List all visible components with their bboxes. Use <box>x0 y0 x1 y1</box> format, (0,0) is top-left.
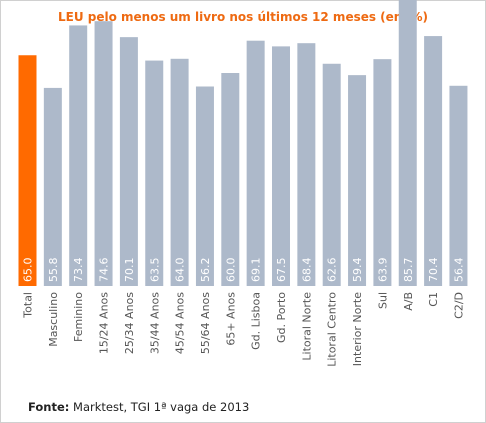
data-label: 74.6 <box>98 258 111 283</box>
data-label: 67.5 <box>275 258 288 283</box>
data-label: 68.4 <box>300 258 313 283</box>
source-note: Fonte: Marktest, TGI 1ª vaga de 2013 <box>28 400 249 414</box>
category-label: C1 <box>427 292 440 307</box>
data-label: 63.9 <box>376 258 389 283</box>
data-label: 59.4 <box>351 258 364 283</box>
category-label: 35/44 Anos <box>148 292 161 354</box>
data-label: 56.4 <box>452 258 465 283</box>
data-label: 62.6 <box>326 258 339 283</box>
data-label: 70.1 <box>123 258 136 283</box>
category-label: 45/54 Anos <box>174 292 187 354</box>
category-label: Sul <box>376 292 389 309</box>
data-label: 56.2 <box>199 258 212 283</box>
bar-45-54-anos <box>170 58 189 286</box>
bar-litoral-norte <box>297 43 316 287</box>
category-label: 15/24 Anos <box>98 292 111 354</box>
bar-litoral-centro <box>322 63 341 286</box>
bar-35-44-anos <box>145 60 164 287</box>
bar-sul <box>373 59 392 286</box>
bar-15-24-anos <box>94 21 113 286</box>
data-label: 63.5 <box>148 258 161 283</box>
category-label: A/B <box>402 292 415 311</box>
category-label: Gd. Porto <box>275 292 288 343</box>
data-label: 65.0 <box>22 258 35 283</box>
data-label: 64.0 <box>174 258 187 283</box>
category-label: Litoral Norte <box>300 292 313 361</box>
category-label: Litoral Centro <box>326 292 339 367</box>
bar-total <box>18 55 37 286</box>
category-label: Interior Norte <box>351 292 364 366</box>
category-label: Gd. Lisboa <box>250 292 263 350</box>
category-label: Masculino <box>47 292 60 347</box>
chart-title: LEU pelo menos um livro nos últimos 12 m… <box>57 10 428 24</box>
bar-feminino <box>69 25 88 287</box>
data-label: 73.4 <box>72 258 85 283</box>
source-label: Fonte: <box>28 400 70 414</box>
bar-gd-lisboa <box>246 40 265 286</box>
data-label: 60.0 <box>224 258 237 283</box>
data-label: 69.1 <box>250 258 263 283</box>
data-label: 70.4 <box>427 258 440 283</box>
category-label: 65+ Anos <box>224 292 237 346</box>
category-label: Total <box>22 292 35 319</box>
bar-55-64-anos <box>195 86 214 287</box>
category-label: 55/64 Anos <box>199 292 212 354</box>
bar-65-anos <box>221 73 240 286</box>
bar-c2-d <box>449 85 468 286</box>
bar-masculino <box>43 87 62 286</box>
data-label: 55.8 <box>47 258 60 283</box>
data-label: 85.7 <box>402 258 415 283</box>
bar-interior-norte <box>348 75 367 286</box>
source-text: Marktest, TGI 1ª vaga de 2013 <box>69 400 250 414</box>
category-label: Feminino <box>72 292 85 342</box>
bar-gd-porto <box>272 46 290 286</box>
category-label: C2/D <box>452 292 465 319</box>
bar-25-34-anos <box>119 37 138 286</box>
bar-a-b <box>398 0 417 286</box>
category-label: 25/34 Anos <box>123 292 136 354</box>
bar-c1 <box>424 36 443 286</box>
